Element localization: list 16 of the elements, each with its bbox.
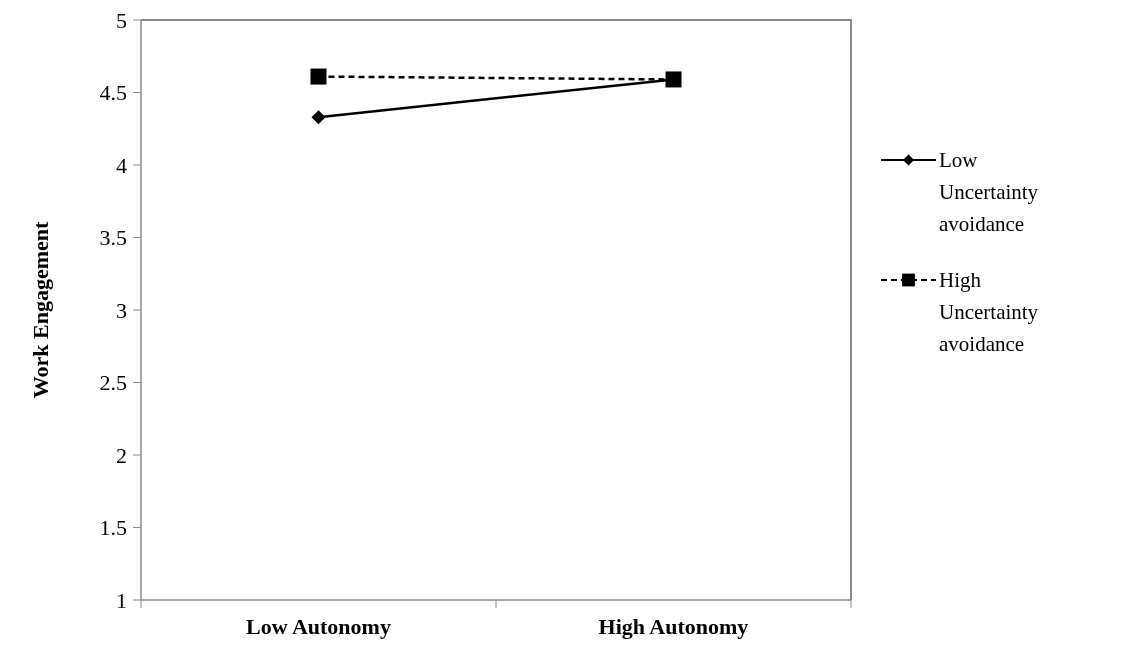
x-tick-label: High Autonomy — [598, 614, 749, 639]
y-tick-label: 1.5 — [99, 515, 127, 541]
point — [311, 110, 326, 125]
y-tick-label: 3.5 — [99, 225, 127, 251]
y-tick-label: 4 — [116, 152, 127, 178]
y-tick-label: 3 — [116, 297, 127, 323]
y-tick-label: 1 — [116, 587, 127, 613]
y-axis-title: Work Engagement — [28, 221, 53, 399]
legend-label: Low Uncertainty avoidance — [939, 148, 1039, 237]
x-tick-label: Low Autonomy — [246, 614, 391, 639]
y-tick-label: 4.5 — [99, 80, 127, 106]
legend-label: High Uncertainty avoidance — [939, 268, 1039, 357]
y-tick-label: 2.5 — [99, 370, 127, 396]
y-tick-label: 2 — [116, 442, 127, 468]
y-tick-label: 5 — [116, 7, 127, 33]
point — [310, 68, 327, 85]
